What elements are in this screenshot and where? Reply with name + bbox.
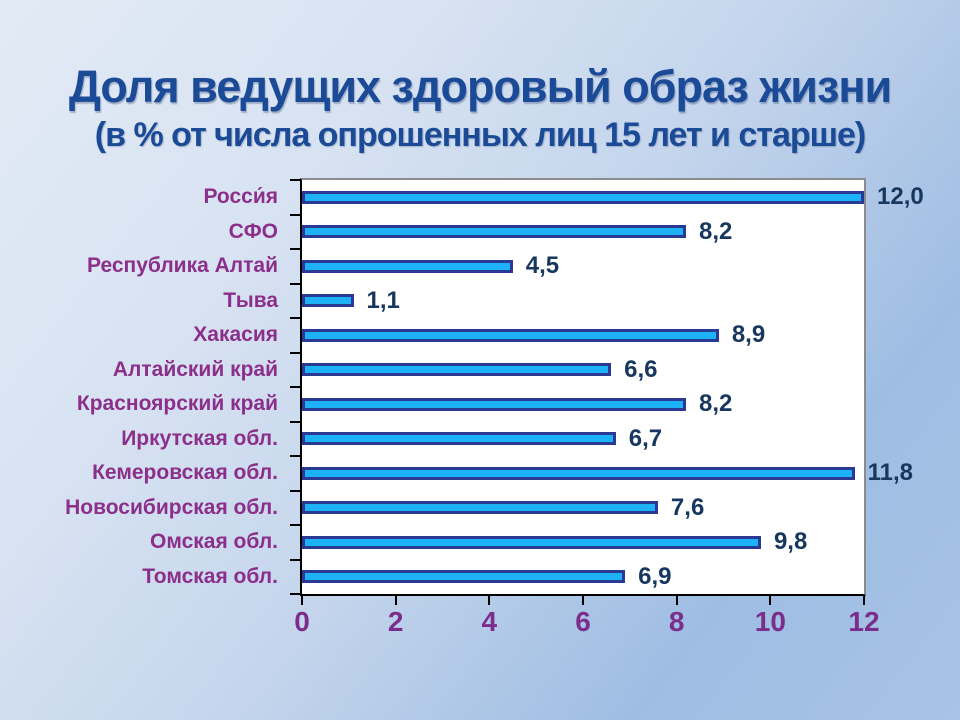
category-label: Иркутская обл. [121,426,278,450]
category-label: Томская обл. [142,564,278,588]
slide-header: Доля ведущих здоровый образ жизни (в % о… [0,60,960,156]
y-axis-tick [290,248,300,250]
chart-title: Доля ведущих здоровый образ жизни [68,61,892,112]
x-axis-tick [301,596,303,605]
value-label: 1,1 [366,286,400,314]
category-label: Кемеровская обл. [92,461,278,485]
value-label: 8,2 [699,217,733,245]
y-axis-tick [290,351,300,354]
bar [302,397,687,411]
category-label: Новосибирская обл. [65,495,278,519]
bar [302,501,658,515]
y-axis-tick [290,455,300,457]
category-label: Омская обл. [150,530,278,554]
value-label: 9,8 [773,528,808,556]
x-axis-tick-label: 0 [294,606,310,637]
bar [302,432,616,446]
y-axis-tick [290,558,300,561]
x-axis-tick [488,596,491,605]
bar [302,535,761,549]
category-label: Республика Алтай [86,254,278,278]
x-axis-tick [675,596,678,605]
category-label: Красноярский край [76,392,278,416]
bar [302,328,719,342]
x-axis-tick-label: 4 [481,606,498,637]
y-axis-tick [290,524,300,526]
x-axis-tick-label: 8 [668,606,685,637]
chart-subtitle: (в % от числа опрошенных лиц 15 лет и ст… [94,116,866,154]
value-label: 4,5 [525,252,560,280]
y-axis-tick [290,489,300,492]
x-axis-tick-label: 12 [848,606,880,637]
bar [302,190,864,204]
category-label: СФО [228,219,278,243]
value-label: 7,6 [670,493,705,521]
bar-chart: Росси́я СФО Республика Алтай Тыва Хакасия Алт… [0,178,960,644]
x-axis-tick-label: 10 [754,606,786,637]
value-label: 6,9 [638,562,672,590]
x-axis-tick-label: 2 [387,606,404,637]
bar [302,225,687,239]
y-axis-tick [290,420,300,423]
bar [302,363,612,377]
y-axis-tick [290,213,300,216]
plot-area [300,178,866,596]
x-axis-tick-label: 6 [575,606,591,637]
category-label: Алтайский край [112,357,278,381]
y-axis-tick [290,179,300,181]
x-axis-tick [863,596,865,605]
x-axis-tick [769,596,772,605]
y-axis-tick [290,282,300,285]
value-label: 6,6 [624,355,658,383]
value-label: 12,0 [877,183,924,211]
x-axis-tick [394,596,397,605]
y-axis-tick [290,593,300,595]
value-label: 11,8 [867,459,914,487]
y-axis-tick [290,317,300,319]
y-axis-tick [290,386,300,388]
value-label: 8,2 [699,390,733,418]
value-label: 6,7 [628,424,663,452]
value-label: 8,9 [731,321,766,349]
bar [302,259,513,273]
bar [302,294,354,308]
bar [302,466,855,480]
category-label: Тыва [223,288,278,312]
x-axis-tick [582,596,584,605]
category-label: Росси́я [203,185,278,209]
category-label: Хакасия [193,323,278,347]
category-axis: Росси́я СФО Республика Алтай Тыва Хакасия Алт… [0,180,288,594]
bars-layer: 12,0 8,2 4,5 1,1 8,9 6,6 8,2 6,7 11,8 7,6 9,8 6,9 [302,180,924,594]
bar [302,570,626,584]
